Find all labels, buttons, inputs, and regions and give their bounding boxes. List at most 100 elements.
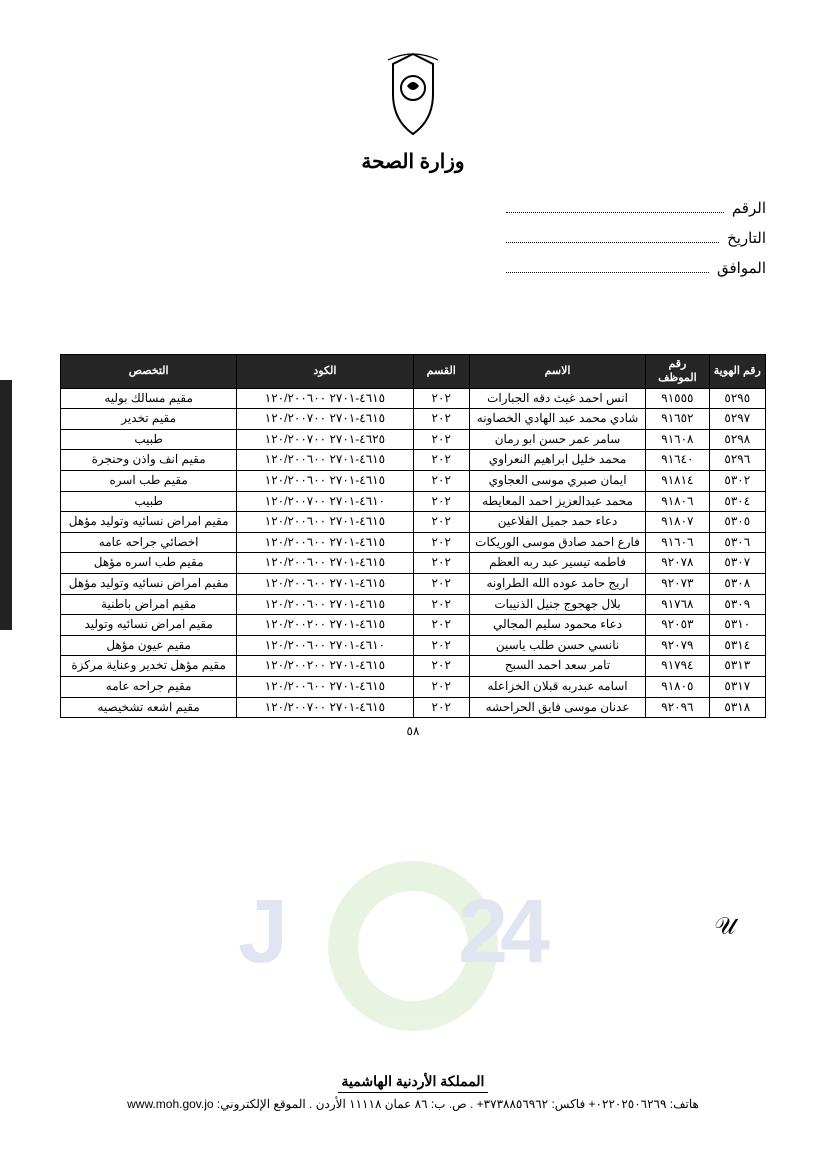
watermark: J 24 [328, 861, 498, 1031]
meta-block: الرقم التاريخ الموافق [506, 194, 766, 284]
cell-emp: ٩٢٠٩٦ [646, 697, 709, 718]
cell-dep: ٢٠٢ [413, 532, 469, 553]
table-row: ٥٣١٧٩١٨٠٥اسامه عبدربه قبلان الخزاعله٢٠٢٤… [61, 676, 766, 697]
col-header-name: الاسم [469, 355, 645, 389]
cell-spec: اخصائي جراحه عامه [61, 532, 237, 553]
cell-dep: ٢٠٢ [413, 676, 469, 697]
table-row: ٥٣١٣٩١٧٩٤تامر سعد احمد السبح٢٠٢٤٦١٥-٢٧٠١… [61, 656, 766, 677]
scan-edge [0, 380, 12, 630]
cell-code: ٤٦١٥-٢٧٠١ ١٢٠/٢٠٠٦٠٠ [237, 450, 413, 471]
table-row: ٥٢٩٨٩١٦٠٨سامر عمر حسن ابو رمان٢٠٢٤٦٢٥-٢٧… [61, 429, 766, 450]
cell-spec: مقيم امراض نسائيه وتوليد مؤهل [61, 512, 237, 533]
cell-spec: مقيم مسالك بوليه [61, 388, 237, 409]
meta-dots [506, 200, 724, 214]
cell-name: اريج حامد عوده الله الطراونه [469, 573, 645, 594]
cell-id: ٥٣١٧ [709, 676, 765, 697]
cell-code: ٤٦١٥-٢٧٠١ ١٢٠/٢٠٠٢٠٠ [237, 615, 413, 636]
table-row: ٥٣١٨٩٢٠٩٦عدنان موسى فايق الحراحشه٢٠٢٤٦١٥… [61, 697, 766, 718]
table-row: ٥٣٠٦٩١٦٠٦فارع احمد صادق موسى الوريكات٢٠٢… [61, 532, 766, 553]
meta-dots [506, 260, 709, 274]
page-number: ٥٨ [60, 724, 766, 738]
footer-contact: هاتف: ٠٢٢٠٢٥٠٦٢٦٩+ فاكس: ٣٧٣٨٨٥٦٩٦٢+ . ص… [40, 1097, 786, 1111]
table-row: ٥٣١٠٩٢٠٥٣دعاء محمود سليم المجالي٢٠٢٤٦١٥-… [61, 615, 766, 636]
cell-id: ٥٢٩٥ [709, 388, 765, 409]
document-page: وزارة الصحة الرقم التاريخ الموافق رقم ال… [0, 0, 826, 1171]
cell-code: ٤٦١٥-٢٧٠١ ١٢٠/٢٠٠٦٠٠ [237, 512, 413, 533]
cell-dep: ٢٠٢ [413, 594, 469, 615]
cell-dep: ٢٠٢ [413, 450, 469, 471]
cell-name: محمد خليل ابراهيم النعراوي [469, 450, 645, 471]
cell-spec: مقيم انف واذن وحنجرة [61, 450, 237, 471]
table-row: ٥٣٠٥٩١٨٠٧دعاء حمد جميل الفلاعين٢٠٢٤٦١٥-٢… [61, 512, 766, 533]
meta-dots [506, 230, 719, 244]
cell-dep: ٢٠٢ [413, 491, 469, 512]
cell-code: ٤٦١٥-٢٧٠١ ١٢٠/٢٠٠٧٠٠ [237, 409, 413, 430]
cell-dep: ٢٠٢ [413, 635, 469, 656]
cell-id: ٥٣١٤ [709, 635, 765, 656]
crest-icon [378, 50, 448, 140]
col-header-id: رقم الهوية [709, 355, 765, 389]
meta-date: التاريخ [506, 224, 766, 254]
cell-name: دعاء حمد جميل الفلاعين [469, 512, 645, 533]
cell-dep: ٢٠٢ [413, 429, 469, 450]
table-row: ٥٢٩٦٩١٦٤٠محمد خليل ابراهيم النعراوي٢٠٢٤٦… [61, 450, 766, 471]
cell-id: ٥٣٠٤ [709, 491, 765, 512]
cell-spec: مقيم عيون مؤهل [61, 635, 237, 656]
cell-name: نانسي حسن طلب ياسين [469, 635, 645, 656]
cell-spec: مقيم تخدير [61, 409, 237, 430]
cell-emp: ٩٢٠٥٣ [646, 615, 709, 636]
cell-spec: طبيب [61, 491, 237, 512]
cell-emp: ٩١٧٩٤ [646, 656, 709, 677]
cell-spec: مقيم اشعه تشخيصيه [61, 697, 237, 718]
cell-emp: ٩١٨٠٧ [646, 512, 709, 533]
cell-emp: ٩١٨١٤ [646, 470, 709, 491]
cell-code: ٤٦٢٥-٢٧٠١ ١٢٠/٢٠٠٧٠٠ [237, 429, 413, 450]
cell-id: ٥٢٩٧ [709, 409, 765, 430]
table-row: ٥٢٩٥٩١٥٥٥انس احمد غيث دقه الجبارات٢٠٢٤٦١… [61, 388, 766, 409]
cell-code: ٤٦١٥-٢٧٠١ ١٢٠/٢٠٠٦٠٠ [237, 388, 413, 409]
table-row: ٥٣٠٧٩٢٠٧٨فاطمه تيسير عبد ربه العظم٢٠٢٤٦١… [61, 553, 766, 574]
cell-spec: مقيم امراض نسائيه وتوليد [61, 615, 237, 636]
cell-emp: ٩١٦٥٢ [646, 409, 709, 430]
cell-dep: ٢٠٢ [413, 615, 469, 636]
col-header-spec: التخصص [61, 355, 237, 389]
cell-code: ٤٦١٥-٢٧٠١ ١٢٠/٢٠٠٦٠٠ [237, 594, 413, 615]
cell-id: ٥٣٠٢ [709, 470, 765, 491]
table-wrap: رقم الهوية رقم الموظف الاسم القسم الكود … [60, 354, 766, 738]
meta-date-label: التاريخ [727, 224, 766, 254]
cell-spec: مقيم امراض نسائيه وتوليد مؤهل [61, 573, 237, 594]
cell-dep: ٢٠٢ [413, 470, 469, 491]
footer-title: المملكة الأردنية الهاشمية [338, 1073, 489, 1093]
cell-emp: ٩١٧٦٨ [646, 594, 709, 615]
cell-emp: ٩١٦٤٠ [646, 450, 709, 471]
cell-code: ٤٦١٥-٢٧٠١ ١٢٠/٢٠٠٦٠٠ [237, 470, 413, 491]
cell-emp: ٩٢٠٧٣ [646, 573, 709, 594]
watermark-text-j: J [238, 881, 288, 984]
meta-ref-label: الرقم [732, 194, 766, 224]
cell-emp: ٩١٦٠٦ [646, 532, 709, 553]
cell-id: ٥٣٠٦ [709, 532, 765, 553]
cell-code: ٤٦١٥-٢٧٠١ ١٢٠/٢٠٠٦٠٠ [237, 676, 413, 697]
cell-spec: مقيم مؤهل تخدير وعناية مركزة [61, 656, 237, 677]
cell-dep: ٢٠٢ [413, 512, 469, 533]
table-row: ٥٣٠٢٩١٨١٤ايمان صبري موسى العجاوي٢٠٢٤٦١٥-… [61, 470, 766, 491]
cell-dep: ٢٠٢ [413, 388, 469, 409]
cell-code: ٤٦١٥-٢٧٠١ ١٢٠/٢٠٠٢٠٠ [237, 656, 413, 677]
meta-corresp-label: الموافق [717, 254, 766, 284]
cell-code: ٤٦١٥-٢٧٠١ ١٢٠/٢٠٠٦٠٠ [237, 573, 413, 594]
cell-name: دعاء محمود سليم المجالي [469, 615, 645, 636]
cell-id: ٥٢٩٨ [709, 429, 765, 450]
cell-name: بلال جهجوج جنيل الذنيبات [469, 594, 645, 615]
cell-name: فارع احمد صادق موسى الوريكات [469, 532, 645, 553]
cell-spec: طبيب [61, 429, 237, 450]
cell-name: شادي محمد عبد الهادي الخصاونه [469, 409, 645, 430]
cell-id: ٥٣٠٨ [709, 573, 765, 594]
data-table: رقم الهوية رقم الموظف الاسم القسم الكود … [60, 354, 766, 718]
cell-code: ٤٦١٠-٢٧٠١ ١٢٠/٢٠٠٧٠٠ [237, 491, 413, 512]
table-row: ٥٢٩٧٩١٦٥٢شادي محمد عبد الهادي الخصاونه٢٠… [61, 409, 766, 430]
cell-name: تامر سعد احمد السبح [469, 656, 645, 677]
cell-dep: ٢٠٢ [413, 656, 469, 677]
cell-id: ٥٣١٠ [709, 615, 765, 636]
cell-emp: ٩٢٠٧٨ [646, 553, 709, 574]
cell-spec: مقيم طب اسره [61, 470, 237, 491]
